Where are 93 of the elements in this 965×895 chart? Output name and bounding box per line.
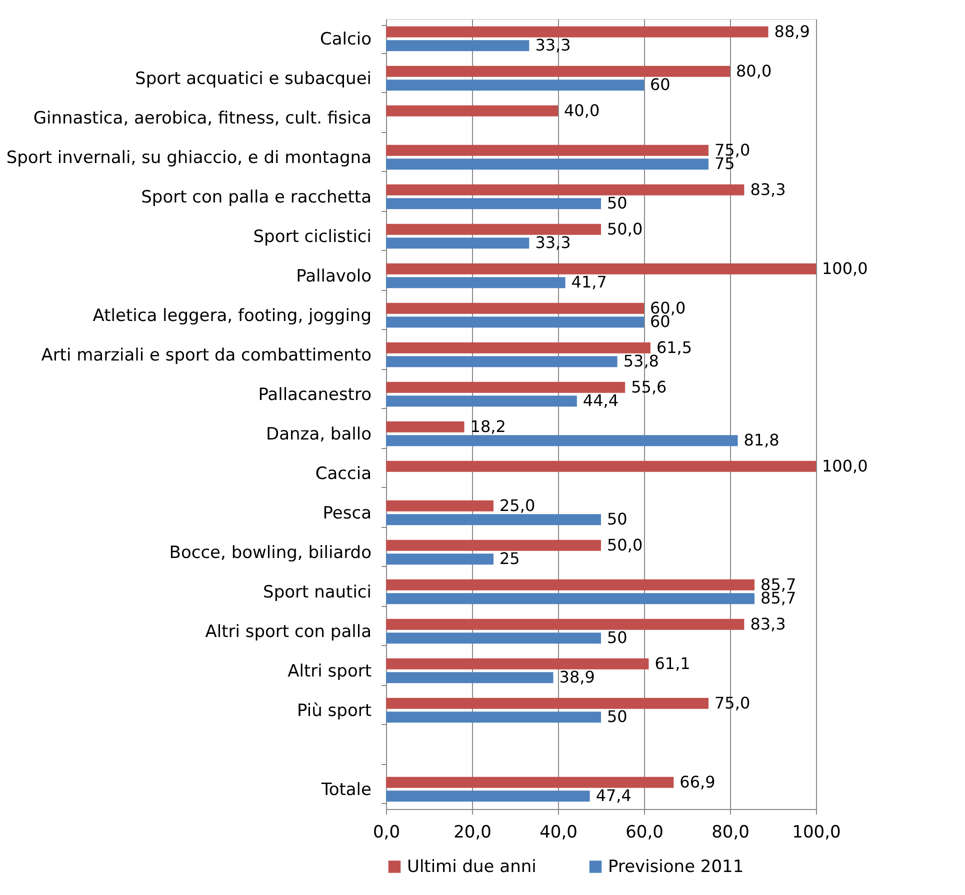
bar [386,382,626,393]
y-tick-label: Arti marziali e sport da combattimento [41,345,372,366]
y-tick-label: Altri sport con palla [205,622,372,642]
data-label: 55,6 [631,377,667,396]
x-tick-label: 100,0 [792,822,841,842]
bar [386,712,601,723]
data-label: 100,0 [822,456,868,476]
bar [386,776,674,788]
data-label: 60 [650,75,670,94]
data-label: 33,3 [535,36,571,55]
bar [386,302,644,314]
data-label: 100,0 [822,258,868,278]
bar [386,342,650,354]
data-label: 50,0 [607,535,643,554]
y-tick-label: Sport con palla e racchetta [141,187,372,208]
bar [386,26,768,38]
data-label: 50,0 [607,219,643,238]
data-label: 50 [607,510,628,529]
y-tick-label: Sport acquatici e subacquei [135,68,372,89]
x-tick-label: 40,0 [540,822,578,842]
bar [386,224,601,235]
y-tick-label: Sport nautici [263,582,372,602]
data-label: 53,8 [623,352,659,371]
bar [386,421,464,432]
data-label: 80,0 [736,61,772,80]
y-tick-label: Danza, ballo [266,424,372,444]
data-label: 75,0 [714,693,750,712]
data-label: 18,2 [470,416,506,436]
data-label: 50 [607,628,628,648]
bar [386,632,601,644]
bar [386,80,644,91]
y-tick-label: Ginnastica, aerobica, fitness, cult. fisica [33,108,372,128]
bar [386,277,566,288]
bar [386,356,618,368]
bar [386,514,601,526]
bar [386,790,590,802]
data-label: 38,9 [559,668,595,687]
bar [386,460,816,472]
y-tick-label: Pallavolo [296,266,372,286]
data-label: 83,3 [750,614,786,634]
bar [386,658,649,670]
data-label: 44,4 [582,391,619,410]
bar [386,40,530,52]
bar [386,184,744,196]
bar [386,105,558,116]
bar [386,396,577,407]
bar [386,316,644,328]
bar [386,144,708,156]
legend-label: Previsione 2011 [608,856,744,877]
x-tick-label: 60,0 [626,822,664,842]
data-label: 25 [500,549,520,568]
data-label: 88,9 [774,22,810,41]
bar [386,698,708,709]
data-label: 81,8 [744,430,780,450]
legend-label: Ultimi due anni [407,856,536,877]
bar [386,500,494,512]
y-tick-label: Più sport [297,700,372,721]
y-tick-label: Altri sport [288,661,372,682]
data-label: 41,7 [571,272,607,292]
bar [386,554,494,565]
bar [386,66,730,77]
bar [386,672,554,684]
y-tick-label: Sport invernali, su ghiaccio, e di montagna [6,148,372,168]
y-tick-label: Sport ciclistici [253,226,372,247]
bar [386,579,755,590]
y-tick-label: Pallacanestro [258,384,372,405]
y-tick-label: Caccia [315,464,372,484]
data-label: 40,0 [564,100,600,120]
data-label: 50 [607,707,628,726]
bar [386,540,601,551]
bar [386,238,530,249]
bar [386,618,744,630]
y-tick-label: Pesca [322,503,372,524]
data-label: 83,3 [750,180,786,199]
bar [386,158,708,170]
data-label: 47,4 [596,786,632,806]
data-label: 61,5 [656,338,692,357]
bar [386,198,601,210]
x-tick-label: 20,0 [454,822,492,842]
y-tick-label: Totale [320,780,372,800]
y-tick-label: Calcio [320,29,372,50]
y-tick-label: Bocce, bowling, biliardo [169,542,372,563]
y-tick-label: Atletica leggera, footing, jogging [92,306,372,326]
bar [386,593,755,604]
x-tick-label: 0,0 [372,822,400,842]
bar [386,263,816,274]
data-label: 61,1 [654,654,690,673]
bar [386,435,738,446]
data-label: 66,9 [680,772,716,792]
data-label: 33,3 [535,233,571,252]
data-label: 50 [607,194,628,213]
x-tick-label: 80,0 [712,822,750,842]
data-label: 25,0 [500,496,536,515]
